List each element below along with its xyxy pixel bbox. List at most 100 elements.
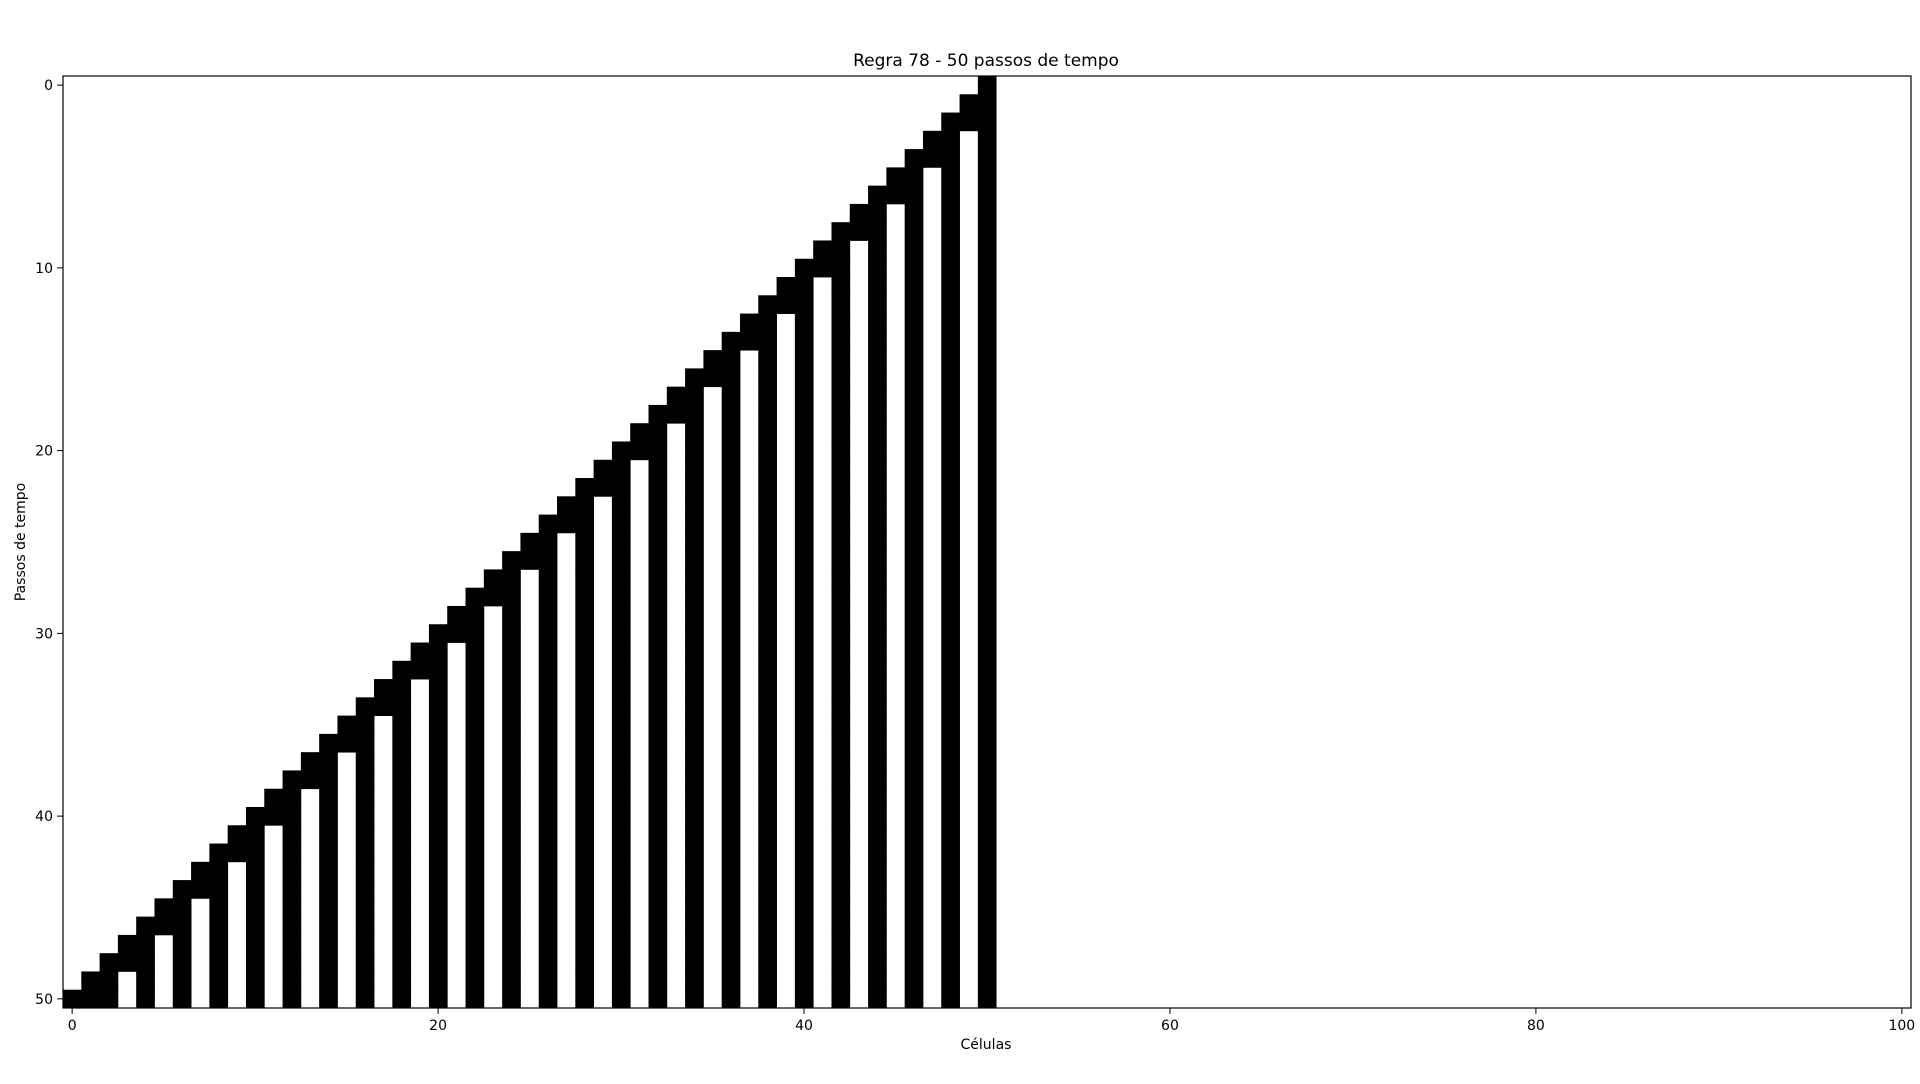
alive-cell — [977, 679, 997, 698]
alive-cell — [758, 880, 777, 899]
alive-cell — [245, 989, 265, 1009]
alive-cell — [538, 880, 558, 899]
alive-cell — [758, 733, 777, 753]
alive-cell — [648, 532, 668, 552]
alive-cell — [392, 880, 412, 899]
alive-cell — [794, 733, 814, 753]
alive-cell — [941, 679, 960, 698]
alive-cell — [538, 642, 558, 662]
alive-cell — [630, 441, 649, 461]
alive-cell — [685, 953, 704, 972]
alive-cell — [758, 806, 777, 826]
alive-cell — [611, 880, 631, 899]
alive-cell — [538, 898, 558, 918]
alive-cell — [977, 569, 997, 589]
alive-cell — [611, 496, 631, 515]
alive-cell — [941, 624, 960, 643]
alive-cell — [977, 295, 997, 314]
alive-cell — [959, 94, 979, 113]
alive-cell — [575, 953, 595, 972]
alive-cell — [611, 459, 631, 479]
alive-cell — [941, 752, 960, 771]
alive-cell — [355, 898, 375, 918]
alive-cell — [904, 167, 924, 187]
alive-cell — [721, 514, 741, 534]
alive-cell — [648, 953, 668, 972]
alive-cell — [136, 934, 155, 954]
alive-cell — [502, 679, 521, 698]
alive-cell — [227, 825, 247, 844]
alive-cell — [721, 770, 741, 790]
alive-cell — [794, 825, 814, 844]
alive-cell — [758, 331, 777, 351]
alive-cell — [685, 642, 704, 662]
alive-cell — [538, 953, 558, 972]
alive-cell — [721, 404, 741, 424]
alive-cell — [721, 496, 741, 515]
alive-cell — [136, 989, 155, 1009]
alive-cell — [831, 660, 851, 680]
alive-cell — [721, 697, 741, 717]
alive-cell — [81, 989, 100, 1009]
alive-cell — [99, 971, 119, 991]
alive-cell — [904, 660, 924, 680]
alive-cell — [831, 898, 851, 918]
alive-cell — [685, 660, 704, 680]
alive-cell — [868, 605, 887, 625]
alive-cell — [648, 752, 668, 771]
alive-cell — [721, 642, 741, 662]
alive-cell — [941, 788, 960, 808]
alive-cell — [575, 752, 595, 771]
alive-cell — [703, 368, 723, 388]
alive-cell — [831, 277, 851, 296]
alive-cell — [465, 624, 485, 643]
alive-cell — [977, 660, 997, 680]
alive-cell — [868, 697, 887, 717]
alive-cell — [355, 880, 375, 899]
alive-cell — [868, 313, 887, 333]
alive-cell — [941, 934, 960, 954]
alive-cell — [611, 715, 631, 735]
alive-cell — [685, 733, 704, 753]
alive-cell — [904, 569, 924, 589]
alive-cell — [428, 660, 448, 680]
alive-cell — [648, 660, 668, 680]
alive-cell — [721, 989, 741, 1009]
alive-cell — [685, 605, 704, 625]
alive-cell — [355, 971, 375, 991]
alive-cell — [465, 934, 485, 954]
alive-cell — [977, 880, 997, 899]
alive-cell — [721, 423, 741, 442]
alive-cell — [794, 953, 814, 972]
alive-cell — [428, 624, 448, 643]
alive-cell — [721, 806, 741, 826]
alive-cell — [904, 258, 924, 278]
alive-cell — [428, 861, 448, 881]
alive-cell — [428, 898, 448, 918]
alive-cell — [428, 806, 448, 826]
alive-cell — [941, 441, 960, 461]
alive-cell — [831, 605, 851, 625]
alive-cell — [794, 331, 814, 351]
alive-cell — [868, 441, 887, 461]
alive-cell — [868, 679, 887, 698]
alive-cell — [758, 441, 777, 461]
alive-cell — [428, 934, 448, 954]
alive-cell — [648, 441, 668, 461]
alive-cell — [758, 569, 777, 589]
alive-cell — [868, 478, 887, 497]
alive-cell — [593, 459, 613, 479]
alive-cell — [300, 752, 320, 771]
alive-cell — [685, 496, 704, 515]
alive-cell — [611, 770, 631, 790]
alive-cell — [538, 532, 558, 552]
alive-cell — [575, 934, 595, 954]
alive-cell — [209, 953, 229, 972]
alive-cell — [355, 697, 375, 717]
alive-cell — [319, 880, 338, 899]
alive-cell — [868, 423, 887, 442]
alive-cell — [392, 825, 412, 844]
alive-cell — [319, 752, 338, 771]
alive-cell — [282, 788, 302, 808]
alive-cell — [831, 916, 851, 936]
